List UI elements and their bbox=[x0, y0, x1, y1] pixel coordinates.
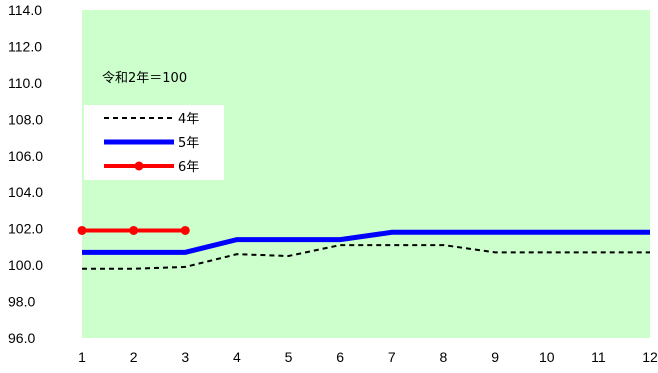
x-tick-label: 12 bbox=[642, 349, 658, 365]
series-point bbox=[129, 225, 139, 235]
x-axis-ticks: 1 2 3 4 5 6 7 8 9 10 11 12 bbox=[78, 349, 658, 365]
x-tick-label: 5 bbox=[285, 349, 293, 365]
y-tick-label: 106.0 bbox=[8, 148, 43, 164]
x-tick-label: 8 bbox=[440, 349, 448, 365]
y-axis-ticks: 96.0 98.0 100.0 102.0 104.0 106.0 108.0 110.0 11… bbox=[8, 2, 43, 346]
x-tick-label: 4 bbox=[233, 349, 241, 365]
x-tick-label: 11 bbox=[591, 349, 606, 365]
series-point bbox=[180, 225, 190, 235]
y-tick-label: 104.0 bbox=[8, 184, 43, 200]
y-tick-label: 108.0 bbox=[8, 111, 43, 127]
series-lines bbox=[77, 225, 650, 270]
legend-label: 5年 bbox=[178, 136, 199, 151]
x-tick-label: 6 bbox=[336, 349, 344, 365]
series-point bbox=[77, 225, 87, 235]
y-tick-label: 112.0 bbox=[8, 38, 42, 54]
legend-marker bbox=[134, 161, 144, 171]
series-line-1 bbox=[82, 244, 650, 270]
series-line-2 bbox=[82, 229, 650, 255]
x-tick-label: 3 bbox=[181, 349, 189, 365]
x-tick-label: 10 bbox=[539, 349, 555, 365]
legend: 4年 5年 6年 bbox=[84, 105, 224, 180]
x-tick-label: 2 bbox=[130, 349, 138, 365]
y-tick-label: 100.0 bbox=[8, 257, 43, 273]
y-tick-label: 114.0 bbox=[8, 2, 42, 18]
y-tick-label: 96.0 bbox=[8, 330, 35, 346]
y-tick-label: 98.0 bbox=[8, 294, 35, 310]
base-year-note: 令和2年＝100 bbox=[102, 71, 187, 86]
y-tick-label: 102.0 bbox=[8, 221, 43, 237]
x-tick-label: 9 bbox=[491, 349, 499, 365]
x-tick-label: 1 bbox=[78, 349, 86, 365]
x-tick-label: 7 bbox=[388, 349, 396, 365]
legend-label: 4年 bbox=[178, 112, 199, 127]
legend-label: 6年 bbox=[178, 160, 199, 175]
y-tick-label: 110.0 bbox=[8, 75, 42, 91]
